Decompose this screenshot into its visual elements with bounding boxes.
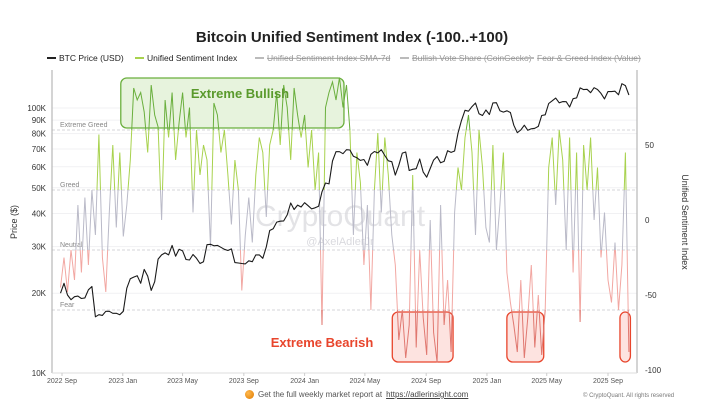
x-tick-label: 2023 Jan xyxy=(108,378,137,385)
legend-item[interactable]: Fear & Greed Index (Value) xyxy=(525,53,641,63)
x-tick-label: 2025 Jan xyxy=(473,378,502,385)
legend-label: Unified Sentiment Index xyxy=(147,53,238,63)
x-tick-label: 2024 May xyxy=(350,378,381,385)
y-left-tick-label: 30K xyxy=(32,243,47,252)
legend-item[interactable]: Unified Sentiment Index xyxy=(135,53,238,63)
annotation-labels: Extreme Bullish Extreme Bearish xyxy=(191,86,373,350)
x-tick-label: 2022 Sep xyxy=(47,378,77,385)
legend-label: BTC Price (USD) xyxy=(59,53,124,63)
threshold-label: Neutral xyxy=(60,242,83,249)
watermark-handle: @AxelAdlerJr xyxy=(306,236,374,248)
y-right-tick-label: -100 xyxy=(645,366,662,375)
sentiment-line-extreme-greed xyxy=(131,77,560,130)
legend: BTC Price (USD) Unified Sentiment Index Un… xyxy=(47,53,641,63)
extreme-bearish-box xyxy=(506,311,545,363)
watermark-brand: CryptoQuant xyxy=(255,200,426,233)
x-tick-label: 2023 Sep xyxy=(229,378,259,385)
y-right-tick-label: -50 xyxy=(645,291,657,300)
watermark: CryptoQuant @AxelAdlerJr xyxy=(255,200,426,248)
y-axis-right-label: Unified Sentiment Index xyxy=(680,174,690,270)
legend-label: Unified Sentiment Index SMA-7d xyxy=(267,53,391,63)
x-tick-label: 2025 Sep xyxy=(593,378,623,385)
y-right-tick-label: 0 xyxy=(645,216,650,225)
threshold-label: Fear xyxy=(60,302,75,309)
threshold-label: Extreme Greed xyxy=(60,122,108,129)
x-tick-label: 2024 Sep xyxy=(411,378,441,385)
axes: 10K 20K 30K 40K 50K 60K 70K 80K 90K 100K 50 0 -50 -10… xyxy=(27,70,662,385)
y-left-tick-label: 20K xyxy=(32,289,47,298)
y-axis-left-label: Price ($) xyxy=(9,205,19,239)
copyright: © CryptoQuant. All rights reserved xyxy=(583,393,675,399)
legend-item[interactable]: BTC Price (USD) xyxy=(47,53,124,63)
x-tick-label: 2025 May xyxy=(531,378,562,385)
legend-item[interactable]: Unified Sentiment Index SMA-7d xyxy=(255,53,391,63)
footer-promo: Get the full weekly market report at htt… xyxy=(245,390,468,399)
extreme-bearish-box xyxy=(619,311,632,363)
legend-label: Fear & Greed Index (Value) xyxy=(537,53,641,63)
legend-item[interactable]: Bullish Vote Share (CoinGecko) xyxy=(400,53,532,63)
y-left-tick-label: 100K xyxy=(27,104,46,113)
sentiment-line-extreme-fear xyxy=(321,310,630,363)
extreme-bullish-label: Extreme Bullish xyxy=(191,86,289,101)
y-left-tick-label: 70K xyxy=(32,145,47,154)
sentiment-series xyxy=(60,77,630,363)
y-left-tick-label: 10K xyxy=(32,369,47,378)
x-tick-label: 2024 Jan xyxy=(290,378,319,385)
price-series xyxy=(59,83,630,318)
x-tick-label: 2023 May xyxy=(167,378,198,385)
footer-text: Get the full weekly market report at xyxy=(258,390,383,399)
footer-link[interactable]: https://adlerinsight.com xyxy=(386,390,469,399)
y-left-tick-label: 60K xyxy=(32,163,47,172)
y-right-tick-label: 50 xyxy=(645,141,654,150)
orange-dot-icon xyxy=(245,390,254,399)
threshold-label: Greed xyxy=(60,182,80,189)
y-left-tick-label: 50K xyxy=(32,184,47,193)
price-line xyxy=(59,83,630,318)
extreme-bearish-label: Extreme Bearish xyxy=(271,335,374,350)
chart-title: Bitcoin Unified Sentiment Index (-100..+… xyxy=(196,29,508,46)
y-left-tick-label: 90K xyxy=(32,116,47,125)
y-left-tick-label: 80K xyxy=(32,130,47,139)
y-left-tick-label: 40K xyxy=(32,209,47,218)
legend-label: Bullish Vote Share (CoinGecko) xyxy=(412,53,532,63)
